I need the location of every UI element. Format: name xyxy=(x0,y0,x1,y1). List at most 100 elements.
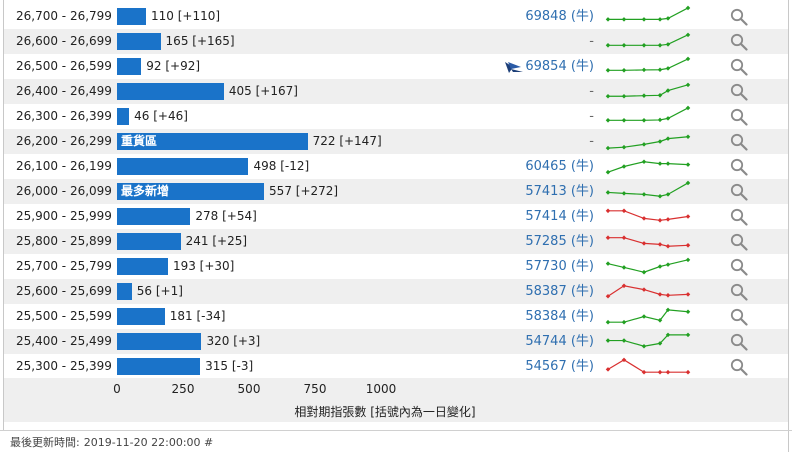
sparkline-point xyxy=(605,208,611,214)
magnifier-icon[interactable] xyxy=(730,208,748,226)
position-bar xyxy=(117,58,142,75)
strike-range: 25,900 - 25,999 xyxy=(16,209,112,223)
warrant-code-link[interactable]: 57285 (牛) xyxy=(525,234,594,249)
magnifier-icon[interactable] xyxy=(730,58,748,76)
table-row: 26,600 - 26,699 165 [+165] - xyxy=(4,29,788,54)
table-row: 25,400 - 25,499 320 [+3] 54744 (牛) xyxy=(4,329,788,354)
warrant-code-link[interactable]: 57730 (牛) xyxy=(525,259,594,274)
magnifier-icon[interactable] xyxy=(730,83,748,101)
sparkline-point xyxy=(641,216,647,221)
sparkline-point xyxy=(685,56,691,62)
magnifier-icon[interactable] xyxy=(730,283,748,301)
bar-value-label: 241 [+25] xyxy=(185,234,248,248)
warrant-code-empty: - xyxy=(589,109,594,124)
sparkline-point xyxy=(685,134,691,140)
x-axis-area xyxy=(4,378,788,422)
magnifier-icon[interactable] xyxy=(730,33,748,51)
magnifier-icon[interactable] xyxy=(730,8,748,26)
magnifier-icon[interactable] xyxy=(730,358,748,376)
frame-border-left xyxy=(3,0,4,430)
footer-divider xyxy=(0,430,792,431)
warrant-code-link[interactable]: 57413 (牛) xyxy=(525,184,594,199)
sparkline-point xyxy=(605,118,611,123)
position-bar xyxy=(117,333,202,350)
x-axis-tick: 750 xyxy=(303,382,327,396)
warrant-code-link[interactable]: 58384 (牛) xyxy=(525,309,594,324)
table-row: 26,300 - 26,399 46 [+46] - xyxy=(4,104,788,129)
bar-value-label: 193 [+30] xyxy=(172,259,235,273)
ship-icon xyxy=(505,62,523,73)
sparkline xyxy=(605,56,691,73)
sparkline-point xyxy=(657,139,663,144)
bar-value-label: 165 [+165] xyxy=(165,34,235,48)
sparkline xyxy=(605,5,691,22)
sparkline-point xyxy=(641,17,647,22)
sparkline-point xyxy=(685,5,691,11)
footer-label: 最後更新時間: xyxy=(10,436,80,449)
sparkline xyxy=(605,283,691,299)
sparkline-line xyxy=(608,58,689,71)
table-row: 25,300 - 25,399 315 [-3] 54567 (牛) xyxy=(4,354,788,379)
sparkline-point xyxy=(621,357,627,363)
magnifier-icon[interactable] xyxy=(730,183,748,201)
bar-value-label: 56 [+1] xyxy=(136,284,183,298)
sparkline xyxy=(605,332,691,349)
warrant-code-link[interactable]: 69848 (牛) xyxy=(525,9,594,24)
bar-value-label: 320 [+3] xyxy=(206,334,261,348)
sparkline-line xyxy=(608,107,689,121)
warrant-code-link[interactable]: 58387 (牛) xyxy=(525,284,594,299)
warrant-code-link[interactable]: 69854 (牛) xyxy=(525,59,594,74)
x-axis-tick: 1000 xyxy=(365,382,397,396)
sparkline-line xyxy=(608,34,689,46)
sparkline-point xyxy=(685,105,691,111)
x-axis-tick: 500 xyxy=(237,382,261,396)
position-bar xyxy=(117,8,147,25)
sparkline-point xyxy=(665,369,671,375)
position-bar xyxy=(117,208,191,225)
sparkline-point xyxy=(665,332,671,338)
sparkline-point xyxy=(685,332,691,338)
magnifier-icon[interactable] xyxy=(730,258,748,276)
sparkline-point xyxy=(685,369,691,375)
strike-range: 26,100 - 26,199 xyxy=(16,159,112,173)
sparkline-point xyxy=(605,338,611,343)
sparkline-point xyxy=(657,67,663,72)
warrant-code-link[interactable]: 54744 (牛) xyxy=(525,334,594,349)
sparkline-point xyxy=(657,369,663,375)
sparkline-point xyxy=(605,43,611,48)
sparkline-point xyxy=(641,159,647,165)
sparkline-point xyxy=(657,292,663,297)
sparkline-point xyxy=(641,118,647,123)
warrant-code-link[interactable]: 60465 (牛) xyxy=(525,159,594,174)
magnifier-icon[interactable] xyxy=(730,108,748,126)
strike-range: 26,000 - 26,099 xyxy=(16,184,112,198)
warrant-code-link[interactable]: 54567 (牛) xyxy=(525,359,594,374)
sparkline-line xyxy=(607,136,689,149)
sparkline-line xyxy=(607,182,689,197)
magnifier-icon[interactable] xyxy=(730,233,748,251)
position-bar xyxy=(117,233,181,250)
strike-range: 25,800 - 25,899 xyxy=(16,234,112,248)
strike-range: 25,500 - 25,599 xyxy=(16,309,112,323)
bar-value-label: 181 [-34] xyxy=(169,309,226,323)
magnifier-icon[interactable] xyxy=(730,308,748,326)
magnifier-icon[interactable] xyxy=(730,133,748,151)
sparkline-point xyxy=(657,264,663,269)
sparkline-point xyxy=(621,144,627,150)
bar-label: 最多新增 xyxy=(121,184,170,198)
warrant-code-link[interactable]: 57414 (牛) xyxy=(525,209,594,224)
sparkline-point xyxy=(621,191,627,196)
sparkline-point xyxy=(641,241,647,246)
strike-range: 26,300 - 26,399 xyxy=(16,109,112,123)
sparkline-point xyxy=(657,242,663,247)
sparkline-point xyxy=(685,32,691,38)
sparkline-point xyxy=(641,93,647,98)
magnifier-icon[interactable] xyxy=(730,158,748,176)
sparkline-point xyxy=(621,118,627,123)
sparkline xyxy=(605,105,691,123)
sparkline-point xyxy=(665,116,671,121)
position-bar: 重貨區 xyxy=(117,133,308,150)
sparkline-line xyxy=(607,359,688,373)
sparkline-point xyxy=(665,16,671,21)
magnifier-icon[interactable] xyxy=(730,333,748,351)
